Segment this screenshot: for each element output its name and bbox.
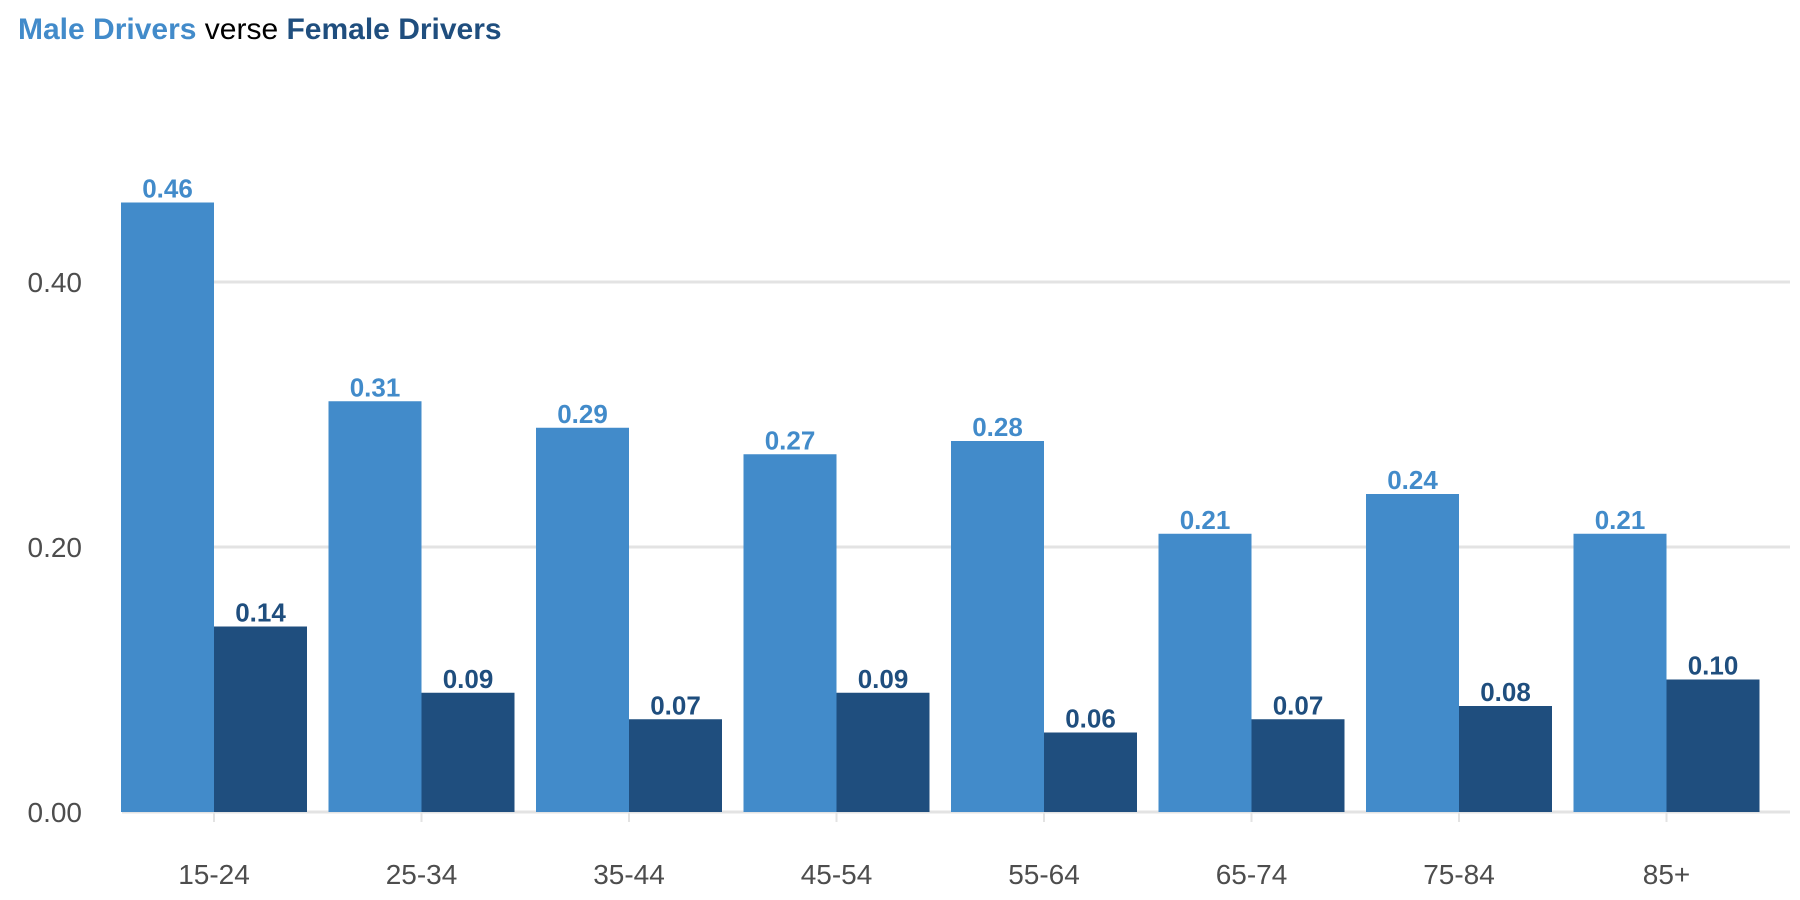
y-tick-label: 0.20 xyxy=(28,532,83,563)
title-separator: verse xyxy=(196,13,287,46)
x-axis: 15-24 25-34 35-44 45-54 55-64 65-74 75-84 85+ xyxy=(178,812,1690,890)
bar-male xyxy=(1573,533,1667,812)
x-tick-label: 25-34 xyxy=(386,859,458,890)
data-label-male: 0.29 xyxy=(557,399,608,429)
bar-female xyxy=(836,692,930,812)
bar-male xyxy=(536,427,629,812)
title-female-series: Female Drivers xyxy=(286,13,502,46)
data-label-female: 0.08 xyxy=(1480,677,1531,707)
data-label-female: 0.09 xyxy=(858,664,909,694)
data-label-female: 0.06 xyxy=(1065,704,1116,734)
bar-female xyxy=(1459,706,1552,812)
x-tick-label: 35-44 xyxy=(593,859,665,890)
data-label-male: 0.31 xyxy=(350,372,401,402)
data-label-male: 0.28 xyxy=(972,412,1023,442)
data-label-female: 0.07 xyxy=(1273,690,1324,720)
x-tick-label: 55-64 xyxy=(1008,859,1080,890)
bar-male xyxy=(1366,494,1459,812)
bar-female xyxy=(421,692,515,812)
data-label-female: 0.10 xyxy=(1688,651,1739,681)
bar-male xyxy=(328,401,422,812)
data-label-male: 0.24 xyxy=(1387,465,1438,495)
y-tick-label: 0.40 xyxy=(28,267,83,298)
x-tick-label: 15-24 xyxy=(178,859,250,890)
y-axis: 0.00 0.20 0.40 xyxy=(28,267,83,828)
data-label-male: 0.21 xyxy=(1595,505,1646,535)
chart-title: Male Drivers verse Female Drivers xyxy=(18,10,502,50)
y-tick-label: 0.00 xyxy=(28,797,83,828)
bar-male xyxy=(951,441,1044,812)
x-tick-label: 65-74 xyxy=(1216,859,1288,890)
bar-female xyxy=(1044,732,1137,812)
bar-female xyxy=(629,719,722,812)
data-label-female: 0.09 xyxy=(443,664,494,694)
data-labels: 0.46 0.14 0.31 0.09 0.29 0.07 0.27 0.09 0.28 0.06… xyxy=(142,174,1738,734)
bar-male xyxy=(121,202,214,812)
title-male-series: Male Drivers xyxy=(18,13,197,46)
bar-female xyxy=(1666,679,1760,812)
bar-female xyxy=(214,626,307,812)
data-label-male: 0.27 xyxy=(765,425,816,455)
bars xyxy=(121,202,1760,812)
x-tick-label: 85+ xyxy=(1643,859,1691,890)
bar-male xyxy=(743,454,837,812)
data-label-male: 0.46 xyxy=(142,174,193,204)
x-tick-label: 45-54 xyxy=(801,859,873,890)
data-label-male: 0.21 xyxy=(1180,505,1231,535)
data-label-female: 0.14 xyxy=(235,598,286,628)
x-tick-label: 75-84 xyxy=(1423,859,1495,890)
data-label-female: 0.07 xyxy=(650,690,701,720)
bar-male xyxy=(1158,533,1252,812)
bar-female xyxy=(1251,719,1345,812)
